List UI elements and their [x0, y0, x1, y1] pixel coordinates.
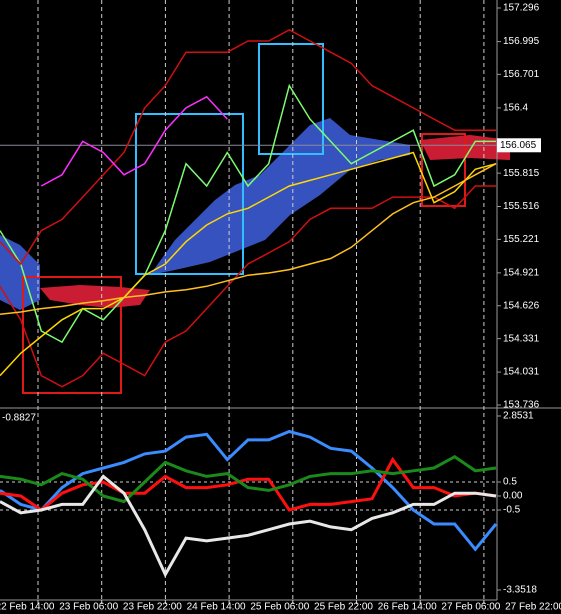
x-tick-label: 25 Feb 22:00: [314, 602, 373, 613]
box: [22, 276, 122, 394]
y-tick-label: 2.8531: [503, 411, 534, 422]
series-line: [0, 456, 497, 512]
y-tick-label: 156.701: [503, 69, 540, 80]
series-line: [0, 454, 497, 504]
series-line: [0, 474, 497, 578]
x-tick-label: 23 Feb 22:00: [123, 602, 182, 613]
x-tick-label: 27 Feb 22:00: [505, 602, 561, 613]
y-tick-label: 0.5: [503, 477, 517, 488]
series-line: [0, 185, 496, 388]
box: [258, 43, 324, 155]
series-line: [0, 163, 497, 315]
box: [421, 133, 466, 207]
series-line: [0, 151, 497, 377]
cloud: [40, 285, 150, 308]
x-tick-label: 27 Feb 06:00: [441, 602, 500, 613]
series-line: [0, 429, 498, 552]
y-tick-label: 156.4: [503, 103, 528, 114]
x-tick-label: 22 Feb 14:00: [0, 602, 55, 613]
y-tick-label: 156.995: [503, 36, 540, 47]
current-price-box: [497, 138, 541, 153]
current-price-label: 156.065: [500, 140, 537, 151]
y-tick-label: 155.516: [503, 201, 540, 212]
y-tick-label: -0.5: [503, 505, 521, 516]
y-tick-label: 153.736: [503, 400, 540, 411]
series-line: [0, 29, 496, 266]
y-tick-label: 154.031: [503, 367, 540, 378]
x-tick-label: 24 Feb 14:00: [187, 602, 246, 613]
y-tick-label: 155.815: [503, 168, 540, 179]
box: [135, 113, 244, 275]
y-tick-label: 157.296: [503, 3, 540, 14]
y-tick-label: 0.00: [503, 491, 523, 502]
y-tick-label: 155.221: [503, 234, 540, 245]
y-tick-label: 154.921: [503, 267, 540, 278]
x-tick-label: 23 Feb 06:00: [59, 602, 118, 613]
x-tick-label: 25 Feb 06:00: [250, 602, 309, 613]
y-tick-label: -3.3518: [503, 585, 537, 596]
series-line: [40, 95, 228, 187]
y-tick-label: 154.331: [503, 333, 540, 344]
y-tick-label: 154.626: [503, 300, 540, 311]
indicator-label: -0.8827: [2, 413, 36, 424]
cloud: [0, 235, 40, 310]
x-tick-label: 26 Feb 14:00: [378, 602, 437, 613]
